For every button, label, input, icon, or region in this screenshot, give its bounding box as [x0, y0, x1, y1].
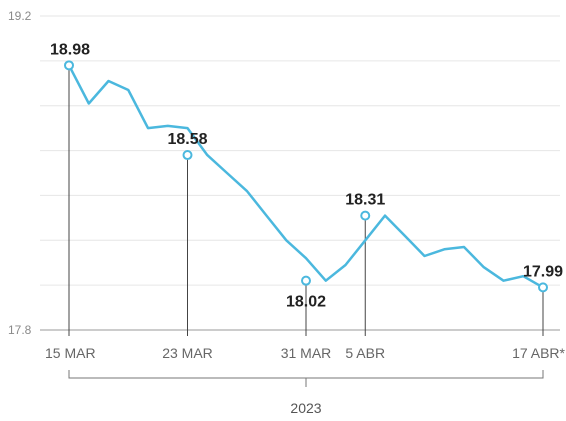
point-label: 18.31 — [345, 192, 385, 209]
point-marker — [538, 282, 548, 293]
year-bracket — [68, 370, 544, 387]
x-axis-ticks: 15 MAR 23 MAR 31 MAR 5 ABR 17 ABR* — [45, 345, 566, 361]
point-label: 17.99 — [523, 263, 563, 280]
point-marker — [64, 60, 74, 71]
x-tick-label: 17 ABR* — [512, 345, 565, 361]
point-marker — [301, 275, 311, 286]
y-tick-label: 17.8 — [8, 323, 32, 337]
year-label: 2023 — [290, 400, 321, 416]
gridlines — [40, 15, 560, 286]
point-marker — [182, 150, 193, 161]
y-tick-label: 19.2 — [8, 9, 32, 23]
highlight-droplines — [68, 65, 544, 336]
highlight-markers — [64, 60, 548, 293]
point-label: 18.02 — [286, 294, 326, 311]
point-labels: 18.98 18.58 18.02 18.31 17.99 — [50, 41, 563, 310]
x-tick-label: 15 MAR — [45, 345, 96, 361]
point-label: 18.98 — [50, 41, 90, 58]
series-line — [67, 64, 545, 289]
x-tick-label: 5 ABR — [345, 345, 385, 361]
y-axis-ticks: 19.2 17.8 — [8, 9, 32, 337]
x-tick-label: 31 MAR — [281, 345, 332, 361]
x-tick-label: 23 MAR — [162, 345, 213, 361]
point-marker — [360, 210, 371, 221]
point-label: 18.58 — [167, 131, 207, 148]
